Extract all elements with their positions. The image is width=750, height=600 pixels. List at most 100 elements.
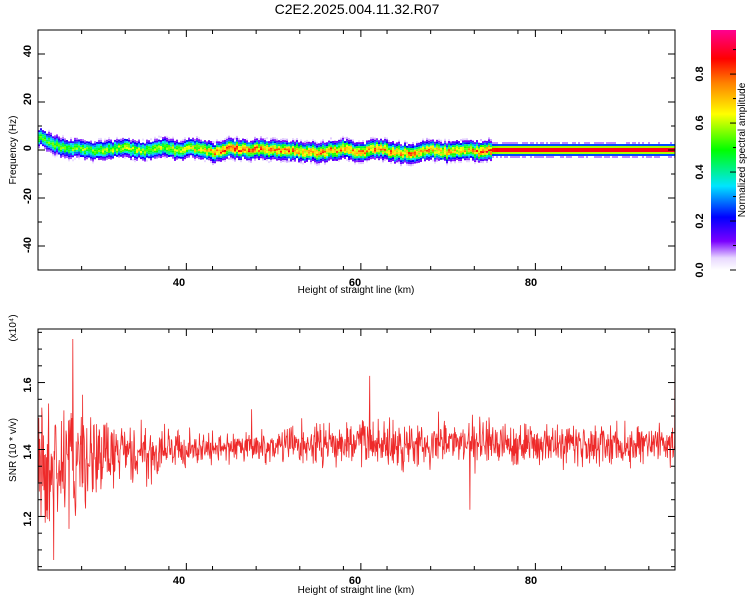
heatmap-cell	[334, 156, 336, 159]
heatmap-cell	[204, 142, 206, 145]
heatmap-cell	[72, 155, 74, 158]
heatmap-cell	[342, 149, 344, 152]
heatmap-cell	[122, 145, 124, 148]
heatmap-cell	[632, 146, 634, 148]
heatmap-cell	[590, 146, 592, 148]
heatmap-cell	[366, 142, 368, 145]
heatmap-cell	[446, 159, 448, 162]
heatmap-cell	[624, 144, 626, 146]
heatmap-cell	[96, 155, 98, 158]
heatmap-cell	[306, 151, 308, 154]
heatmap-cell	[206, 157, 208, 160]
heatmap-cell	[248, 152, 250, 155]
heatmap-cell	[48, 135, 50, 138]
heatmap-cell	[304, 140, 306, 143]
heatmap-cell	[408, 145, 410, 148]
heatmap-cell	[470, 141, 472, 144]
heatmap-cell	[452, 147, 454, 150]
heatmap-cell	[150, 152, 152, 155]
heatmap-cell	[266, 157, 268, 160]
heatmap-cell	[92, 161, 94, 164]
heatmap-cell	[164, 156, 166, 159]
heatmap-cell	[260, 150, 262, 153]
heatmap-cell	[152, 143, 154, 146]
heatmap-cell	[462, 138, 464, 141]
heatmap-cell	[352, 147, 354, 150]
heatmap-cell	[224, 157, 226, 160]
heatmap-cell	[482, 145, 484, 148]
heatmap-cell	[622, 152, 624, 154]
heatmap-cell	[46, 141, 48, 144]
heatmap-cell	[162, 139, 164, 142]
heatmap-cell	[580, 148, 582, 150]
heatmap-cell	[312, 143, 314, 146]
heatmap-cell	[320, 148, 322, 151]
heatmap-cell	[226, 146, 228, 149]
heatmap-cell	[282, 158, 284, 161]
heatmap-cell	[624, 152, 626, 154]
heatmap-cell	[336, 150, 338, 153]
heatmap-cell	[376, 138, 378, 141]
heatmap-cell	[432, 159, 434, 162]
heatmap-cell	[206, 149, 208, 152]
heatmap-cell	[556, 154, 558, 156]
heatmap-cell	[190, 143, 192, 146]
heatmap-cell	[410, 144, 412, 147]
heatmap-cell	[286, 148, 288, 151]
heatmap-cell	[594, 148, 596, 150]
heatmap-cell	[290, 143, 292, 146]
heatmap-cell	[282, 148, 284, 151]
heatmap-cell	[570, 148, 572, 150]
heatmap-cell	[514, 152, 516, 154]
heatmap-cell	[412, 142, 414, 145]
heatmap-cell	[474, 154, 476, 157]
heatmap-cell	[214, 151, 216, 154]
heatmap-cell	[398, 159, 400, 162]
heatmap-cell	[186, 151, 188, 154]
heatmap-cell	[210, 141, 212, 144]
heatmap-cell	[376, 152, 378, 155]
heatmap-cell	[360, 158, 362, 161]
heatmap-cell	[88, 143, 90, 146]
heatmap-cell	[360, 144, 362, 147]
heatmap-cell	[68, 155, 70, 158]
heatmap-cell	[54, 137, 56, 140]
heatmap-cell	[230, 153, 232, 156]
heatmap-cell	[314, 144, 316, 147]
heatmap-cell	[502, 154, 504, 156]
heatmap-cell	[312, 157, 314, 160]
heatmap-cell	[84, 144, 86, 147]
heatmap-cell	[478, 148, 480, 151]
heatmap-cell	[244, 149, 246, 152]
heatmap-cell	[472, 146, 474, 149]
heatmap-cell	[338, 151, 340, 154]
heatmap-cell	[398, 157, 400, 160]
x-tick-label: 40	[173, 575, 185, 587]
heatmap-cell	[160, 150, 162, 153]
heatmap-cell	[46, 143, 48, 146]
heatmap-cell	[600, 148, 602, 150]
heatmap-cell	[80, 143, 82, 146]
heatmap-cell	[454, 155, 456, 158]
heatmap-cell	[618, 150, 620, 152]
heatmap-cell	[520, 146, 522, 148]
heatmap-cell	[360, 150, 362, 153]
heatmap-cell	[432, 143, 434, 146]
heatmap-cell	[122, 153, 124, 156]
heatmap-cell	[294, 153, 296, 156]
heatmap-cell	[562, 156, 564, 158]
heatmap-cell	[608, 150, 610, 152]
heatmap-cell	[628, 156, 630, 158]
heatmap-cell	[476, 156, 478, 159]
heatmap-cell	[424, 151, 426, 154]
heatmap-cell	[328, 148, 330, 151]
heatmap-cell	[68, 145, 70, 148]
heatmap-cell	[78, 147, 80, 150]
heatmap-cell	[284, 144, 286, 147]
heatmap-cell	[72, 151, 74, 154]
heatmap-cell	[630, 154, 632, 156]
heatmap-cell	[86, 149, 88, 152]
heatmap-cell	[58, 150, 60, 153]
heatmap-cell	[202, 157, 204, 160]
heatmap-cell	[532, 146, 534, 148]
